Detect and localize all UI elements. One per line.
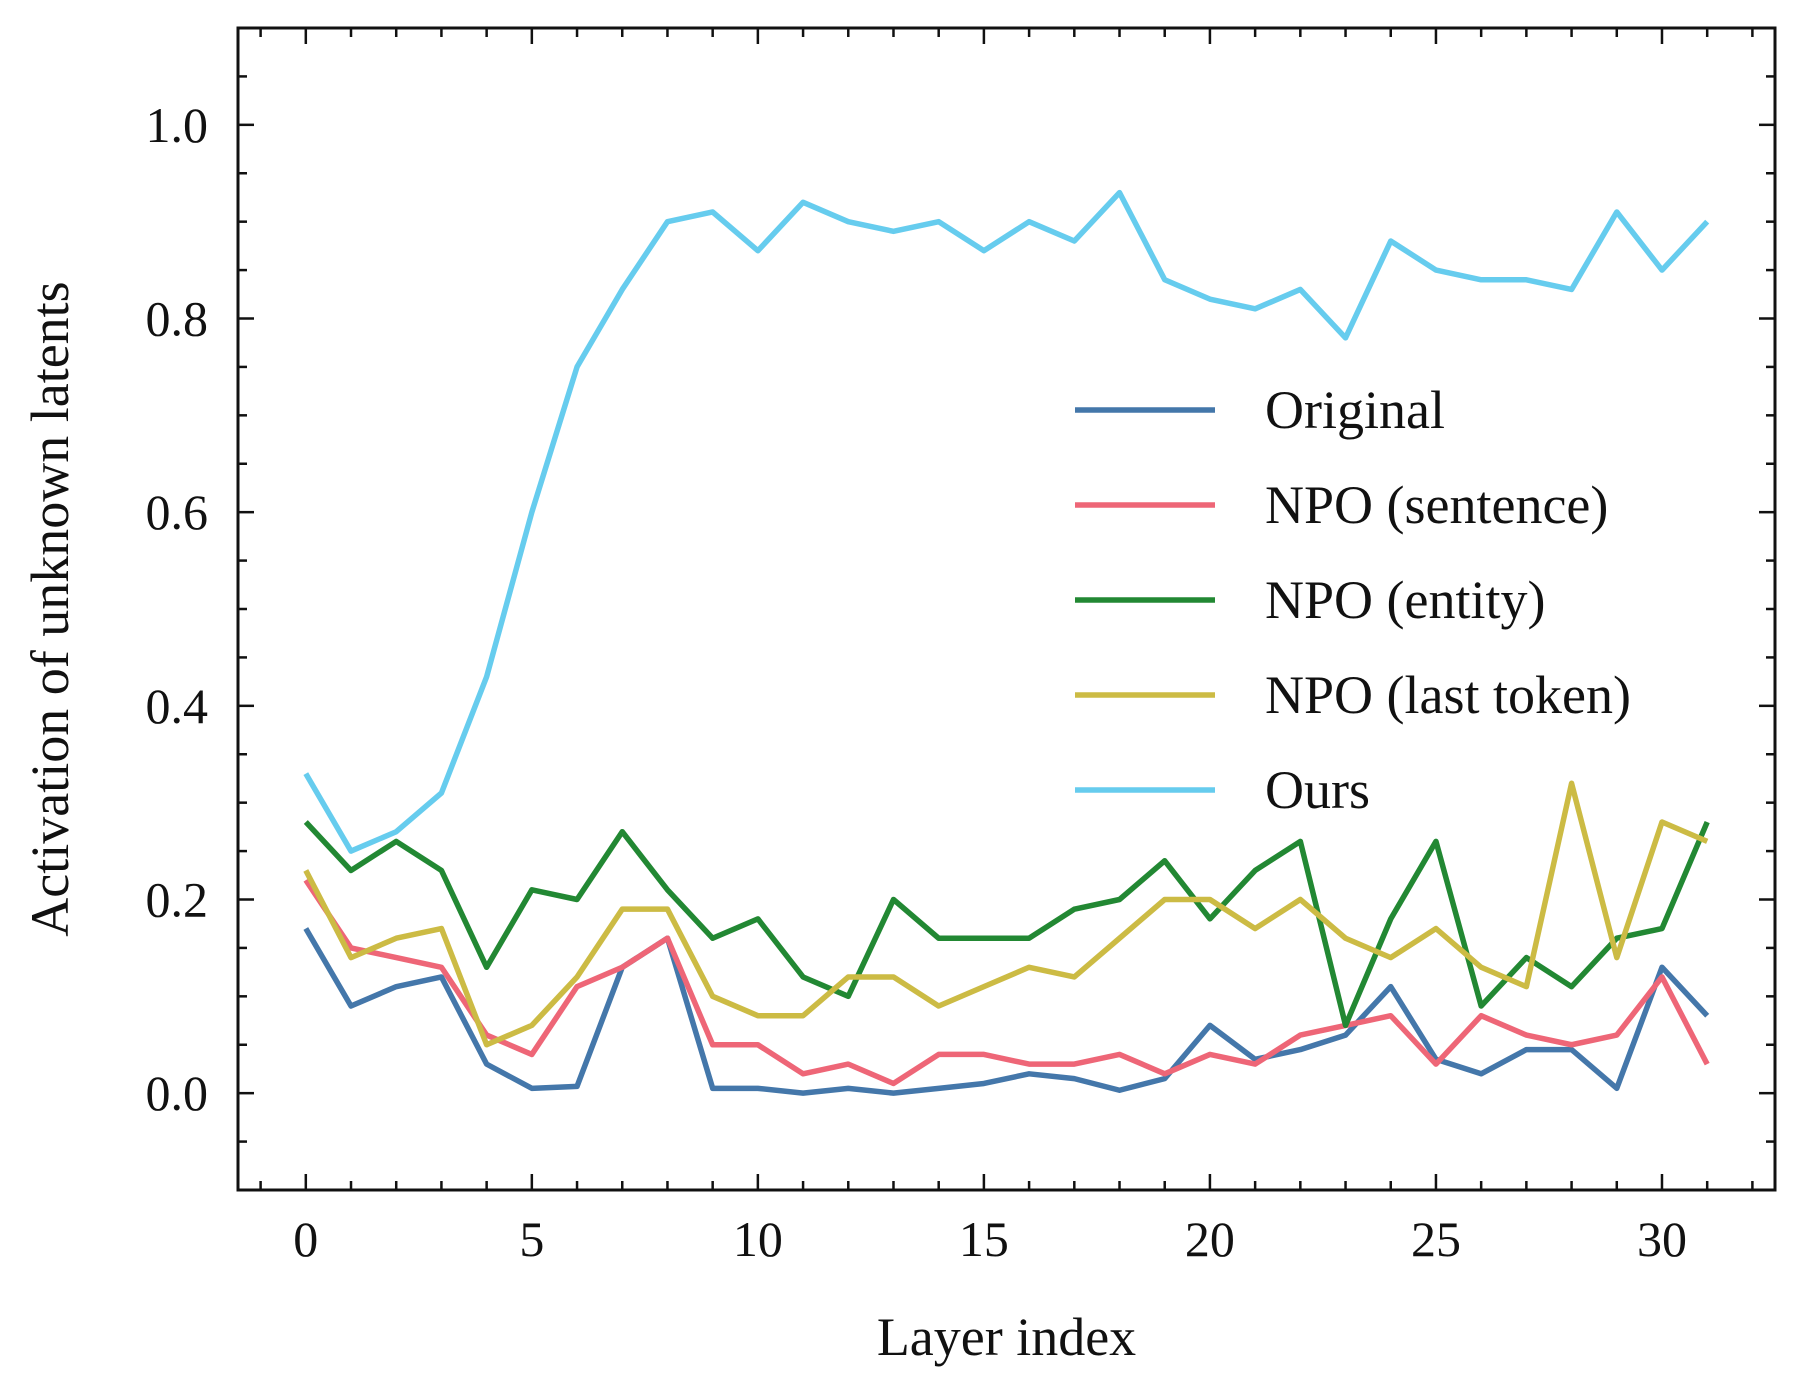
series-line-ours [303,189,1710,854]
legend-entry-original: Original [1075,380,1445,440]
legend-label: Original [1265,380,1445,440]
legend-label: NPO (last token) [1265,665,1631,725]
x-axis-label: Layer index [877,1307,1136,1367]
x-tick-label: 15 [959,1211,1009,1267]
x-tick-label: 10 [733,1211,783,1267]
series-line-original [303,927,1710,1096]
series-line-npo-last-token [303,780,1709,1048]
y-tick-label: 0.0 [146,1065,209,1121]
legend-label: Ours [1265,760,1370,820]
legend-entry-npo-sentence: NPO (sentence) [1075,475,1608,535]
tick-labels-layer: 0 5 10 15 20 25 30 0.0 0.2 0.4 0.6 0.8 1.0 [146,97,1687,1267]
series-layer [303,189,1710,1096]
x-tick-label: 20 [1185,1211,1235,1267]
legend-entry-npo-entity: NPO (entity) [1075,570,1545,630]
y-axis-label: Activation of unknown latents [20,281,80,936]
x-tick-label: 5 [519,1211,544,1267]
series-line-npo-sentence [303,878,1710,1087]
y-tick-label: 1.0 [146,97,209,153]
legend-entry-npo-last-token: NPO (last token) [1075,665,1631,725]
y-tick-label: 0.8 [146,291,209,347]
plot-frame [236,26,1777,1192]
x-tick-label: 30 [1637,1211,1687,1267]
y-tick-label: 0.2 [146,872,209,928]
legend-label: NPO (entity) [1265,570,1545,630]
series-line-npo-entity [303,820,1710,1029]
x-tick-label: 0 [293,1211,318,1267]
legend-label: NPO (sentence) [1265,475,1608,535]
y-tick-label: 0.6 [146,484,209,540]
y-tick-label: 0.4 [146,678,209,734]
x-tick-label: 25 [1411,1211,1461,1267]
legend-entry-ours: Ours [1075,760,1370,820]
legend: Original NPO (sentence) NPO (entity) NPO (l… [1075,380,1631,820]
